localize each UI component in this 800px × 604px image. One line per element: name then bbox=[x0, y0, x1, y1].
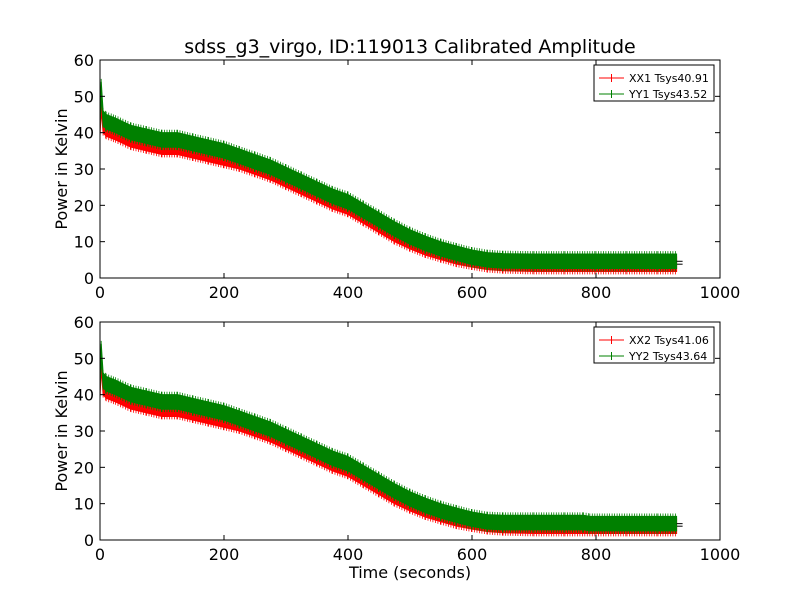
series-line-yy1 bbox=[100, 89, 677, 262]
x-axis-label: Time (seconds) bbox=[348, 563, 471, 582]
legend: XX2 Tsys41.06 YY2 Tsys43.64 bbox=[593, 326, 715, 364]
x-tick-label: 400 bbox=[333, 545, 364, 564]
legend-box bbox=[593, 64, 715, 102]
y-tick-label: 0 bbox=[84, 531, 94, 550]
x-tick-label: 600 bbox=[457, 545, 488, 564]
legend-label: XX2 Tsys41.06 bbox=[629, 334, 709, 347]
y-tick-label: 60 bbox=[74, 313, 94, 332]
legend-box bbox=[593, 326, 715, 364]
series-band-xx1 bbox=[100, 96, 678, 272]
x-tick-label: 200 bbox=[209, 283, 240, 302]
x-tick-label: 800 bbox=[581, 545, 612, 564]
legend-label: YY2 Tsys43.64 bbox=[628, 350, 707, 363]
series-band-xx2 bbox=[100, 354, 678, 534]
chart-title: sdss_g3_virgo, ID:119013 Calibrated Ampl… bbox=[184, 36, 635, 58]
x-tick-label: 600 bbox=[457, 283, 488, 302]
series-errorbars-xx1 bbox=[100, 93, 676, 275]
series-errorbars-xx2 bbox=[100, 351, 676, 537]
legend: XX1 Tsys40.91 YY1 Tsys43.52 bbox=[593, 64, 715, 102]
y-tick-label: 20 bbox=[74, 458, 94, 477]
series-band-yy1 bbox=[100, 81, 678, 270]
series-band-yy2 bbox=[100, 343, 678, 532]
y-tick-label: 0 bbox=[84, 269, 94, 288]
y-axis-label: Power in Kelvin bbox=[52, 370, 71, 491]
series-line-xx2 bbox=[100, 361, 677, 527]
series-line-yy2 bbox=[100, 351, 677, 525]
series-line-xx1 bbox=[100, 103, 677, 265]
panel-2: 0 200 400 600 800 1000 0 10 20 30 40 50 60 Power in K… bbox=[52, 313, 740, 582]
x-tick-label: 400 bbox=[333, 283, 364, 302]
panel-1: 0 200 400 600 800 1000 0 10 20 30 40 50 60 Power in K… bbox=[52, 51, 740, 302]
y-tick-label: 30 bbox=[74, 422, 94, 441]
y-tick-label: 10 bbox=[74, 495, 94, 514]
y-tick-label: 50 bbox=[74, 349, 94, 368]
y-tick-label: 10 bbox=[74, 233, 94, 252]
legend-label: XX1 Tsys40.91 bbox=[629, 72, 709, 85]
x-tick-label: 200 bbox=[209, 545, 240, 564]
x-tick-label: 1000 bbox=[700, 283, 741, 302]
y-tick-label: 40 bbox=[74, 386, 94, 405]
x-tick-label: 0 bbox=[95, 283, 105, 302]
x-tick-label: 1000 bbox=[700, 545, 741, 564]
series-errorbars-yy2 bbox=[100, 340, 676, 534]
series-group bbox=[100, 78, 683, 275]
y-tick-label: 30 bbox=[74, 160, 94, 179]
y-tick-label: 50 bbox=[74, 87, 94, 106]
y-tick-label: 60 bbox=[74, 51, 94, 70]
legend-label: YY1 Tsys43.52 bbox=[628, 88, 707, 101]
series-errorbars-yy1 bbox=[100, 78, 676, 272]
y-axis-label: Power in Kelvin bbox=[52, 108, 71, 229]
x-tick-label: 0 bbox=[95, 545, 105, 564]
y-tick-label: 40 bbox=[74, 124, 94, 143]
y-tick-label: 20 bbox=[74, 196, 94, 215]
x-tick-label: 800 bbox=[581, 283, 612, 302]
series-group bbox=[100, 340, 683, 537]
